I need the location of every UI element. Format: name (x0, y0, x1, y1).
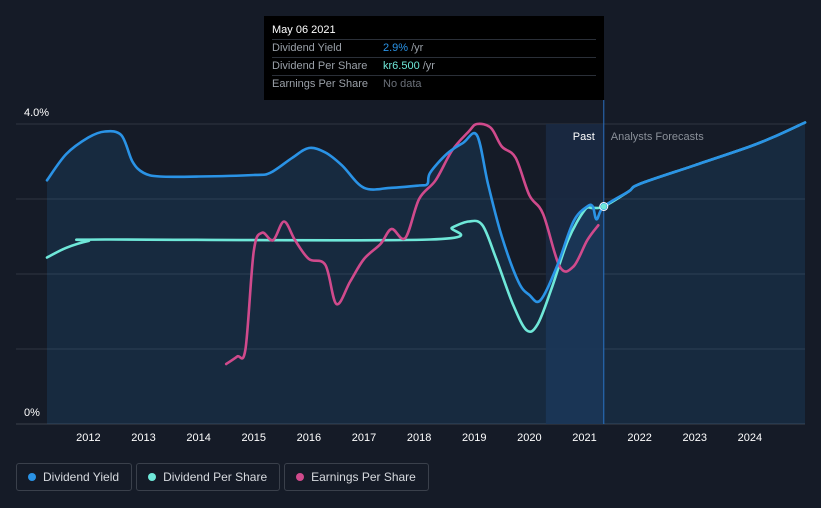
x-tick-label: 2012 (76, 432, 100, 444)
gridlines (16, 123, 805, 425)
legend-label: Dividend Yield (43, 470, 120, 484)
dividend-yield-area (47, 122, 805, 424)
tooltip-label: Earnings Per Share (272, 78, 368, 90)
x-tick-label: 2023 (683, 432, 707, 444)
x-tick-label: 2020 (517, 432, 541, 444)
tooltip: May 06 2021 Dividend Yield 2.9% /yr Divi… (264, 16, 604, 100)
tooltip-unit: /yr (422, 60, 435, 72)
legend-item-earnings-per-share[interactable]: Earnings Per Share (284, 463, 429, 491)
period-labels: Past Analysts Forecasts (573, 131, 704, 143)
legend-item-dividend-per-share[interactable]: Dividend Per Share (136, 463, 281, 491)
y-tick-label: 4.0% (24, 107, 49, 119)
forecast-label: Analysts Forecasts (611, 131, 704, 143)
x-tick-label: 2017 (352, 432, 376, 444)
legend-item-dividend-yield[interactable]: Dividend Yield (16, 463, 133, 491)
tooltip-value: No data (383, 78, 422, 90)
tooltip-row-dividend-yield: Dividend Yield 2.9% /yr (272, 39, 596, 57)
x-tick-label: 2015 (241, 432, 265, 444)
tooltip-label: Dividend Yield (272, 42, 342, 54)
tooltip-label: Dividend Per Share (272, 60, 368, 72)
tooltip-unit: /yr (411, 42, 424, 54)
legend-dot-icon (28, 473, 36, 481)
marker-dot-dividend-per-share (600, 203, 607, 210)
x-tick-label: 2013 (131, 432, 155, 444)
legend-label: Dividend Per Share (163, 470, 268, 484)
tooltip-date: May 06 2021 (272, 24, 336, 36)
x-tick-label: 2021 (572, 432, 596, 444)
tooltip-value: 2.9% (383, 42, 409, 54)
legend-dot-icon (296, 473, 305, 481)
x-tick-label: 2014 (186, 432, 210, 444)
tooltip-row-earnings-per-share: Earnings Per Share No data (272, 75, 596, 93)
x-tick-label: 2016 (297, 432, 321, 444)
series-lines (45, 121, 807, 366)
earnings-per-share-line (224, 122, 600, 366)
legend-dot-icon (148, 473, 157, 481)
dividend-yield-area-fill (47, 122, 805, 424)
x-tick-label: 2022 (627, 432, 651, 444)
tooltip-row-dividend-per-share: Dividend Per Share kr6.500 /yr (272, 57, 596, 75)
y-axis-ticks: 4.0% 0% (24, 107, 49, 419)
y-tick-label: 0% (24, 407, 40, 419)
x-tick-label: 2024 (738, 432, 762, 444)
legend-label: Earnings Per Share (311, 470, 416, 484)
tooltip-value: kr6.500 (383, 60, 420, 72)
x-tick-label: 2019 (462, 432, 486, 444)
past-label: Past (573, 131, 595, 143)
dividend-yield-line (45, 121, 807, 304)
x-tick-label: 2018 (407, 432, 431, 444)
x-axis-ticks: 2012 2013 2014 2015 2016 2017 2018 2019 2020 2021… (76, 432, 762, 444)
legend: Dividend Yield Dividend Per Share Earnin… (16, 463, 433, 491)
